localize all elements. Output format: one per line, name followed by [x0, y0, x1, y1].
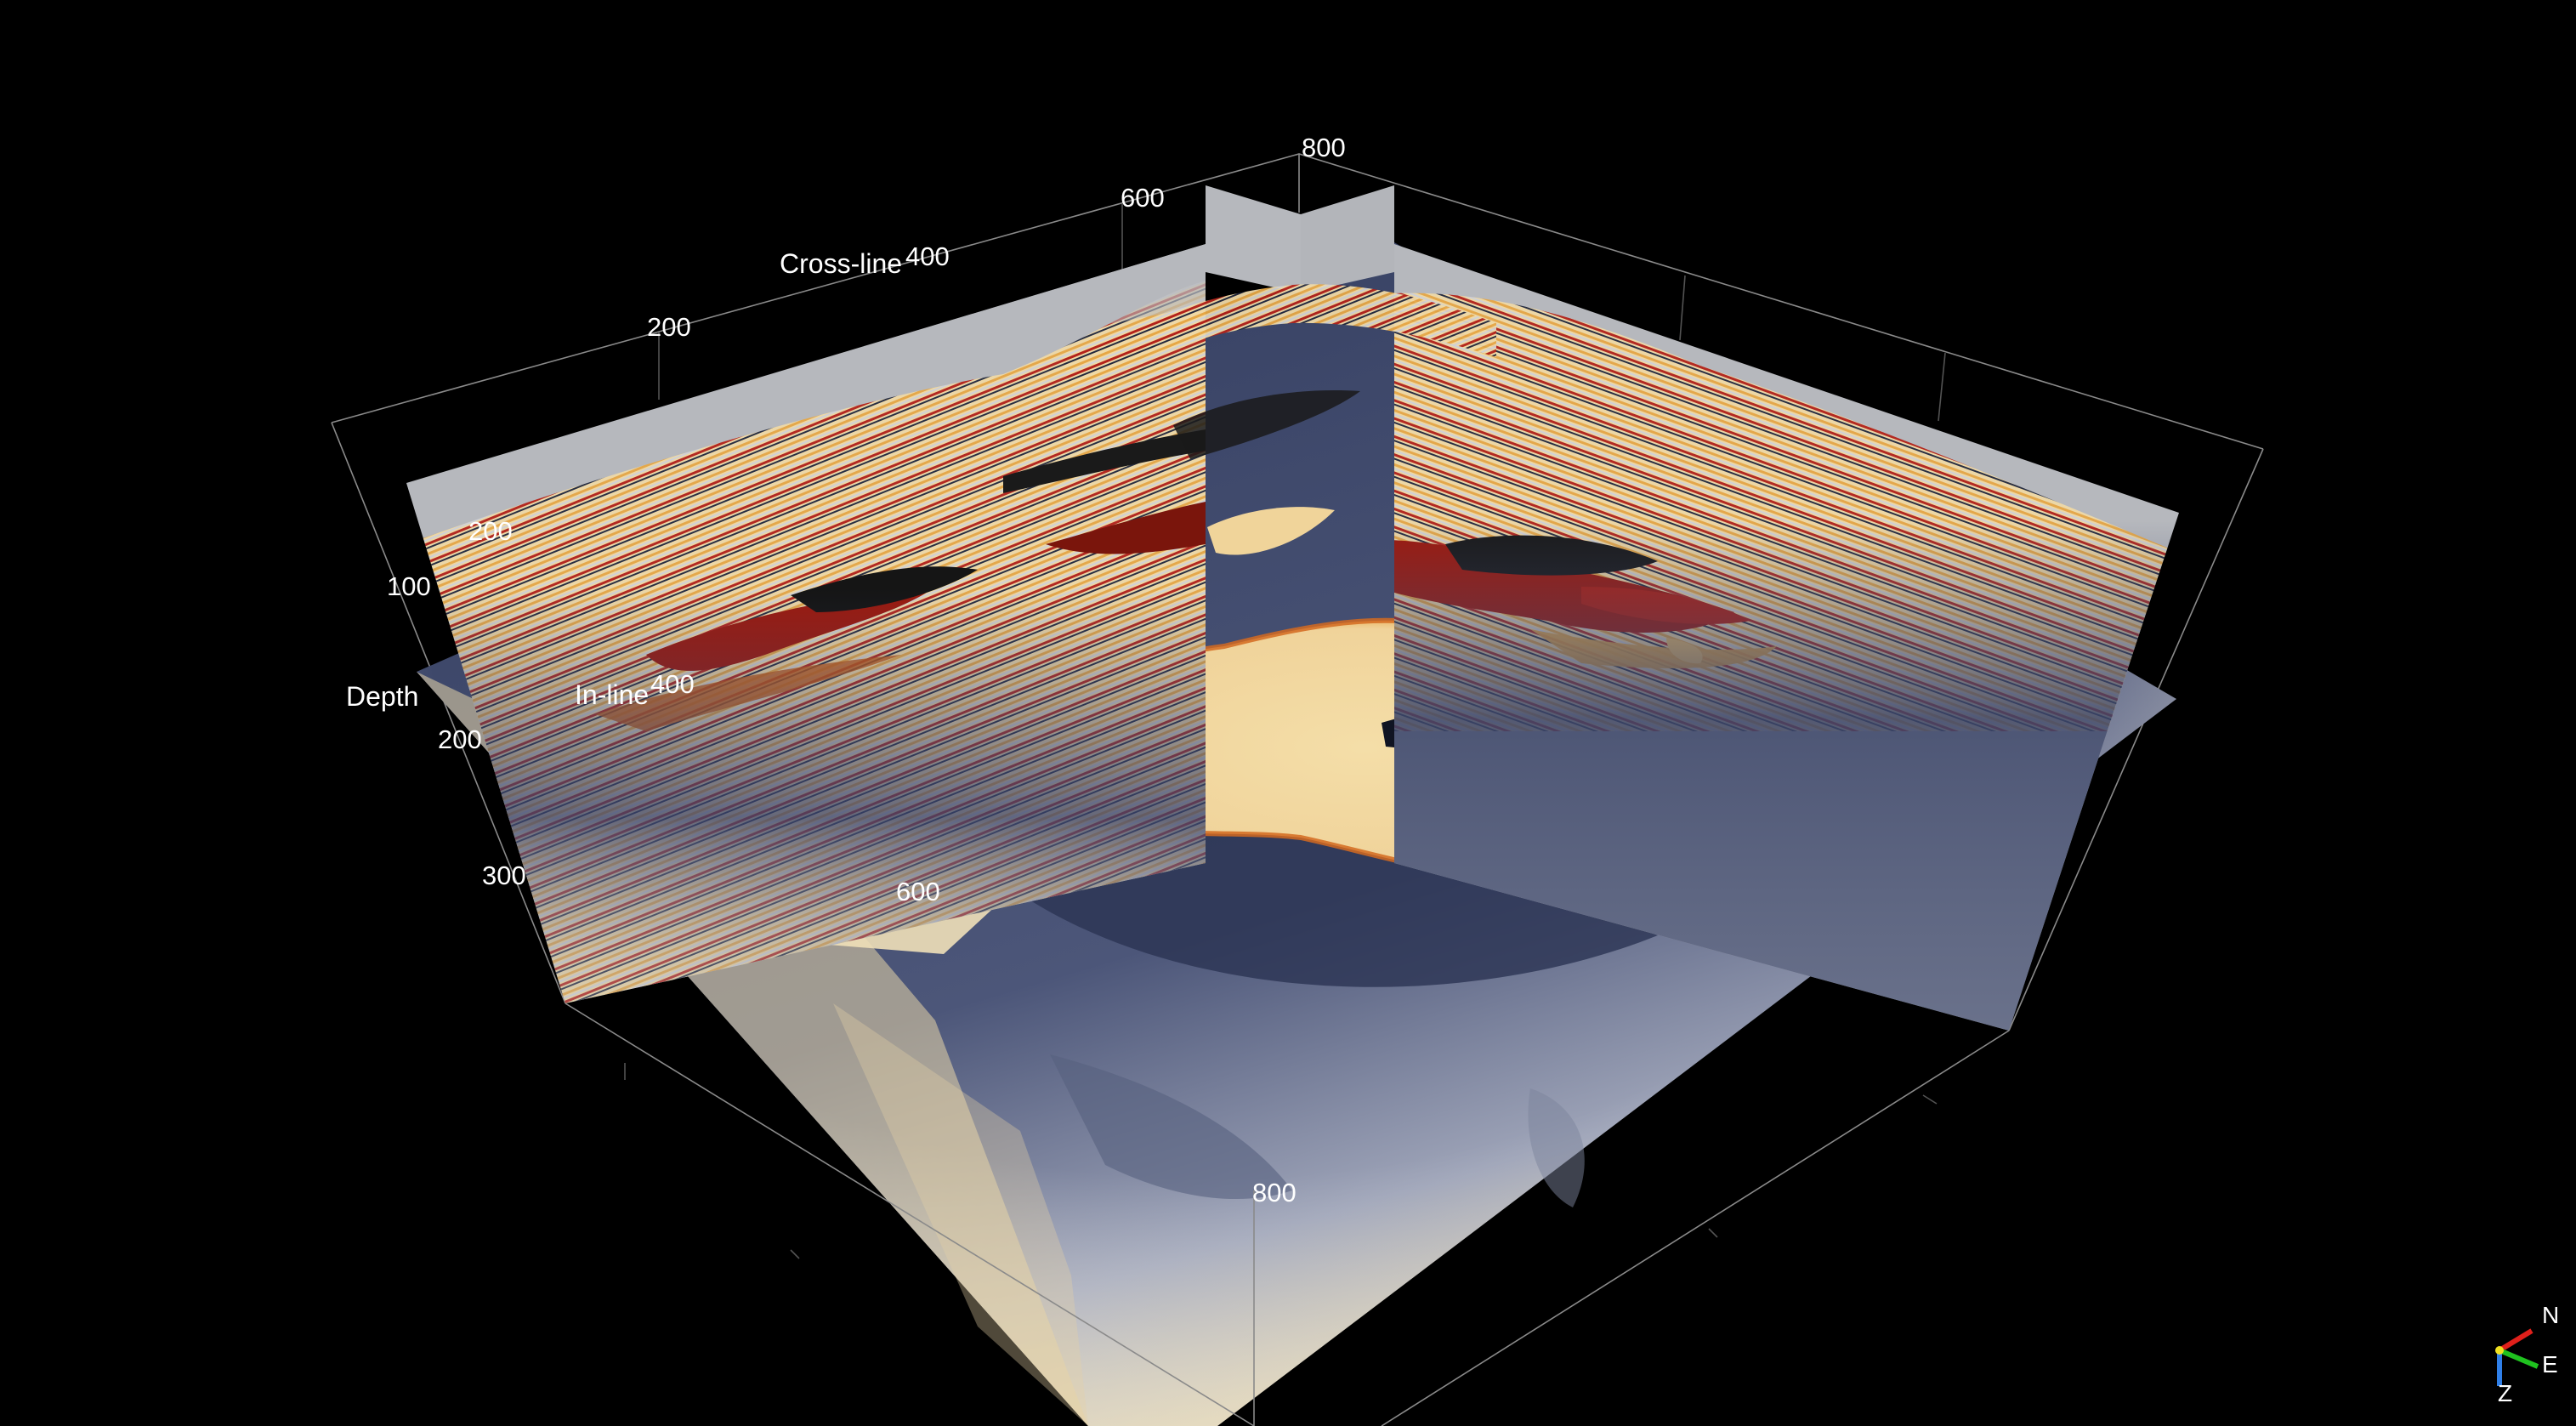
- depth-axis: Depth 100 200 300: [346, 571, 526, 890]
- east-axis-icon: [2498, 1348, 2539, 1369]
- triad-label-north: N: [2542, 1302, 2559, 1328]
- depth-tick-300: 300: [482, 861, 526, 890]
- depth-tick-200: 200: [438, 724, 482, 754]
- crossline-axis-title: Cross-line: [780, 248, 902, 279]
- triad-label-east: E: [2542, 1351, 2558, 1378]
- north-axis-icon: [2498, 1328, 2533, 1353]
- inline-tick-200: 200: [468, 516, 513, 546]
- inline-tick-400: 400: [650, 669, 695, 699]
- inline-tick-600: 600: [896, 877, 940, 906]
- triad-label-down: Z: [2498, 1380, 2512, 1406]
- bounding-box-back: [331, 153, 2264, 1031]
- crossline-tick-400: 400: [905, 241, 950, 271]
- corner-walls: [1063, 185, 1496, 555]
- bounding-box-front: [565, 1003, 2010, 1426]
- depth-tick-100: 100: [387, 571, 431, 601]
- inline-axis: In-line 200 400 600 800: [468, 516, 1297, 1207]
- crossline-axis: Cross-line 200 400 600 800: [647, 133, 1346, 342]
- inline-tick-800: 800: [1252, 1178, 1297, 1207]
- inline-axis-title: In-line: [575, 679, 649, 710]
- crossline-tick-800: 800: [1302, 133, 1346, 162]
- triad-origin-icon: [2495, 1346, 2504, 1355]
- depth-axis-title: Depth: [346, 681, 418, 712]
- crossline-tick-200: 200: [647, 312, 691, 342]
- orientation-triad[interactable]: N E Z: [2495, 1302, 2559, 1406]
- crossline-tick-600: 600: [1121, 183, 1165, 213]
